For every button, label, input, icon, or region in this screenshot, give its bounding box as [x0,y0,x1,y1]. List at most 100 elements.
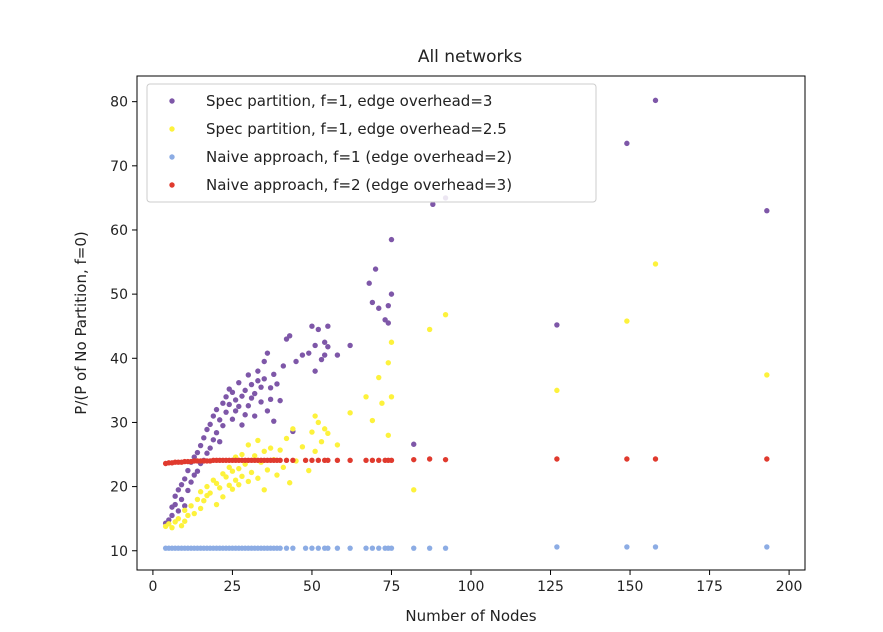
data-point [385,320,391,326]
data-point [652,261,659,267]
data-point [302,457,309,463]
data-point [264,350,271,356]
data-point [347,545,353,551]
data-point [210,437,217,443]
data-point [223,394,229,400]
data-point [312,448,318,455]
data-point [388,394,395,400]
data-point [220,494,226,500]
data-point [385,302,391,309]
data-point [652,544,659,550]
data-point [232,408,239,414]
data-point [251,453,258,459]
x-tick-label: 100 [458,579,485,595]
legend-marker [169,182,175,188]
x-axis: 0 25 50 75 100 125 150 175 200 [148,570,802,595]
data-point [169,524,175,531]
data-point [191,472,197,478]
data-point [236,379,242,386]
data-point [334,457,341,463]
data-point [255,368,261,374]
data-point [172,493,178,499]
data-point [334,352,341,358]
data-point [312,368,318,374]
data-point [166,517,172,523]
data-point [197,442,204,449]
x-axis-label: Number of Nodes [405,607,536,625]
data-point [232,477,239,483]
data-point [277,397,283,404]
y-axis: 10 20 30 40 50 60 70 80 [110,95,137,560]
data-point [369,417,376,424]
data-point [554,456,560,462]
data-point [652,97,659,104]
data-point [302,545,309,551]
data-point [226,401,232,408]
data-point [213,501,220,508]
data-point [172,501,178,508]
data-point [213,430,220,436]
data-point [236,403,242,410]
data-point [652,456,659,462]
data-point [388,457,395,463]
data-point [764,208,770,214]
data-point [369,457,376,463]
data-point [315,545,322,551]
data-point [325,430,331,437]
data-point [411,487,417,493]
data-point [207,490,213,496]
data-point [255,378,261,384]
data-point [318,356,325,363]
data-point [185,512,191,519]
y-tick-label: 40 [110,351,128,367]
data-point [245,403,252,409]
data-point [325,545,331,551]
data-point [369,299,376,306]
data-point [229,468,236,474]
data-point [290,545,296,551]
data-point [309,429,315,435]
data-point [426,326,433,333]
data-point [236,465,242,472]
data-point [217,417,223,423]
data-point [290,426,296,432]
data-point [239,473,245,480]
data-point [283,435,290,442]
data-point [315,419,322,426]
data-point [306,467,312,474]
data-point [430,201,436,208]
data-point [271,371,277,378]
data-point [411,545,417,551]
data-point [277,457,283,463]
data-point [283,457,290,463]
data-point [175,487,182,493]
data-point [194,496,201,503]
data-point [293,358,299,365]
data-point [175,508,182,514]
legend-label: Spec partition, f=1, edge overhead=3 [206,92,492,110]
data-point [194,449,201,456]
data-point [166,521,172,527]
data-point [242,461,248,467]
data-point [315,326,322,333]
data-point [388,291,395,297]
data-point [185,467,191,474]
data-point [258,399,264,405]
data-point [248,381,255,388]
x-tick-label: 75 [383,579,401,595]
data-point [624,140,630,147]
data-point [376,545,382,551]
legend-frame [146,83,597,203]
data-point [306,350,312,356]
data-point [251,413,258,419]
legend-label: Naive approach, f=2 (edge overhead=3) [206,176,512,194]
data-point [204,426,210,433]
y-tick-label: 70 [110,159,128,175]
data-point [376,374,382,381]
data-point [369,545,376,551]
series-4 [162,456,770,467]
data-point [191,510,197,517]
data-point [274,472,280,478]
data-point [321,352,328,358]
data-point [261,487,267,493]
